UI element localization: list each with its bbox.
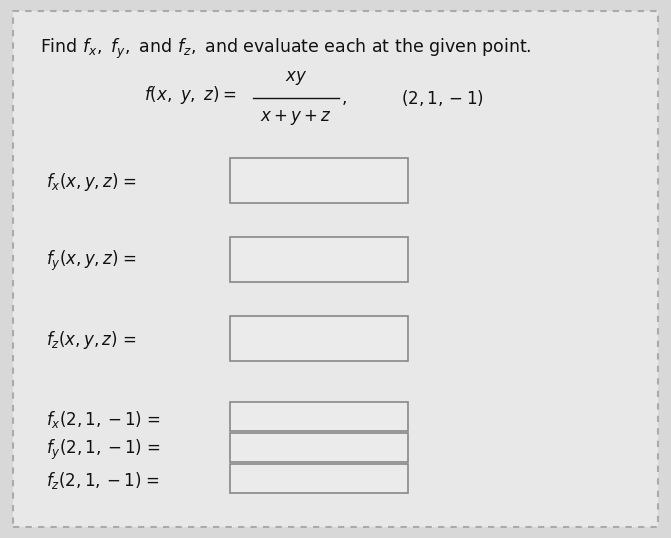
FancyBboxPatch shape xyxy=(230,402,408,431)
Text: $f_x(2, 1, -1)$ =: $f_x(2, 1, -1)$ = xyxy=(46,409,161,430)
Text: $x + y + z$: $x + y + z$ xyxy=(260,108,332,127)
FancyBboxPatch shape xyxy=(13,11,658,527)
FancyBboxPatch shape xyxy=(230,158,408,203)
Text: $f_y(2, 1, -1)$ =: $f_y(2, 1, -1)$ = xyxy=(46,438,161,463)
FancyBboxPatch shape xyxy=(230,316,408,362)
Text: Find $f_x,$ $f_y,$ and $f_z,$ and evaluate each at the given point.: Find $f_x,$ $f_y,$ and $f_z,$ and evalua… xyxy=(40,37,531,61)
Text: $f_x(x, y, z)$ =: $f_x(x, y, z)$ = xyxy=(46,171,138,193)
Text: $f_y(x, y, z)$ =: $f_y(x, y, z)$ = xyxy=(46,249,138,273)
Text: $,$: $,$ xyxy=(341,89,346,107)
Text: $f(x,\ y,\ z) =$: $f(x,\ y,\ z) =$ xyxy=(144,84,237,106)
Text: $f_z(x, y, z)$ =: $f_z(x, y, z)$ = xyxy=(46,329,136,351)
Text: $xy$: $xy$ xyxy=(285,69,307,87)
Text: $(2, 1, -1)$: $(2, 1, -1)$ xyxy=(401,88,484,108)
FancyBboxPatch shape xyxy=(230,237,408,282)
FancyBboxPatch shape xyxy=(230,433,408,462)
FancyBboxPatch shape xyxy=(230,464,408,493)
Text: $f_z(2, 1, -1)$ =: $f_z(2, 1, -1)$ = xyxy=(46,470,160,491)
